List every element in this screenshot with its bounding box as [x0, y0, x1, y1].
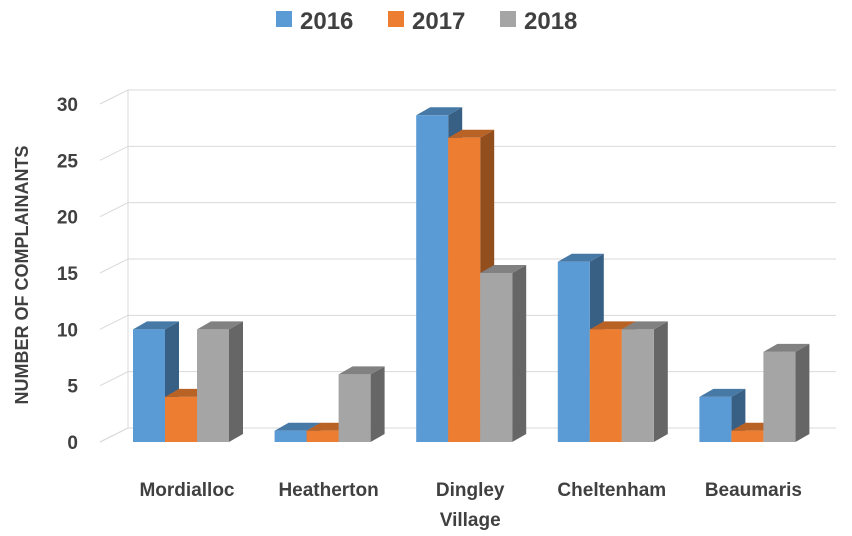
legend-item-2018: 2018 [500, 8, 577, 35]
x-category-label: Village [440, 510, 501, 531]
y-tick-label: 20 [57, 208, 78, 229]
y-tick-label: 25 [57, 151, 79, 172]
bar-top [338, 366, 385, 375]
bar-top [557, 253, 604, 262]
bar-2018-0 [197, 321, 243, 442]
y-tick-label: 10 [57, 320, 78, 341]
bar-side [512, 265, 527, 442]
gridline [99, 145, 836, 161]
bar-2018-2 [480, 265, 527, 442]
bar-side [795, 343, 810, 442]
bar-front [448, 137, 481, 443]
gridline [99, 202, 836, 218]
x-category-label: Dingley [436, 480, 505, 501]
bar-front [731, 430, 764, 442]
y-axis-ticks: 0 5 10 15 20 25 30 [57, 95, 79, 454]
y-tick-label: 5 [67, 377, 78, 398]
legend-item-2017: 2017 [388, 8, 465, 35]
y-axis-label: NUMBER OF COMPLAINANTS [12, 146, 32, 405]
legend-item-2016: 2016 [276, 8, 353, 35]
bar-front [197, 329, 229, 442]
legend-swatch [388, 11, 404, 27]
bar-front [306, 430, 339, 442]
bar-2018-3 [621, 321, 668, 442]
legend-label: 2018 [524, 8, 577, 35]
legend-label: 2016 [300, 8, 353, 35]
bar-top [621, 321, 668, 330]
x-category-label: Mordialloc [139, 480, 234, 501]
y-tick-label: 15 [57, 264, 79, 285]
bar-front [165, 396, 197, 442]
bar-top [699, 388, 746, 397]
y-tick-label: 0 [67, 433, 78, 454]
legend-swatch [500, 11, 516, 27]
bar-2018-4 [763, 343, 810, 442]
bar-front [621, 329, 654, 442]
bar-front [416, 115, 449, 443]
bar-side [653, 321, 668, 442]
bar-top [274, 422, 321, 431]
bars [133, 107, 810, 443]
bar-side [229, 321, 243, 442]
bar-front [763, 351, 796, 442]
legend-swatch [276, 11, 292, 27]
bar-top [589, 321, 636, 330]
bar-2016-0 [133, 321, 179, 442]
bar-front [338, 374, 371, 442]
x-axis-categories: Mordialloc Heatherton Dingley Village Chelte… [139, 480, 801, 531]
bar-2018-1 [338, 366, 385, 442]
gridline [99, 89, 836, 105]
bar-front [699, 396, 732, 442]
legend: 2016 2017 2018 [276, 8, 577, 35]
gridlines [99, 89, 836, 443]
y-tick-label: 30 [57, 95, 78, 116]
bar-front [480, 273, 513, 442]
bar-top [416, 107, 463, 116]
bar-front [274, 430, 307, 442]
bar-top [197, 321, 243, 330]
bar-front [557, 261, 590, 442]
x-category-label: Beaumaris [705, 480, 802, 501]
bar-top [133, 321, 179, 330]
bar-top [480, 265, 527, 273]
bar-front [133, 329, 165, 442]
bar-side [370, 366, 385, 442]
bar-front [589, 329, 622, 442]
legend-label: 2017 [412, 8, 465, 35]
bar-top [448, 129, 495, 138]
x-category-label: Cheltenham [557, 480, 666, 501]
x-category-label: Heatherton [278, 480, 378, 501]
bar-top [763, 343, 810, 352]
